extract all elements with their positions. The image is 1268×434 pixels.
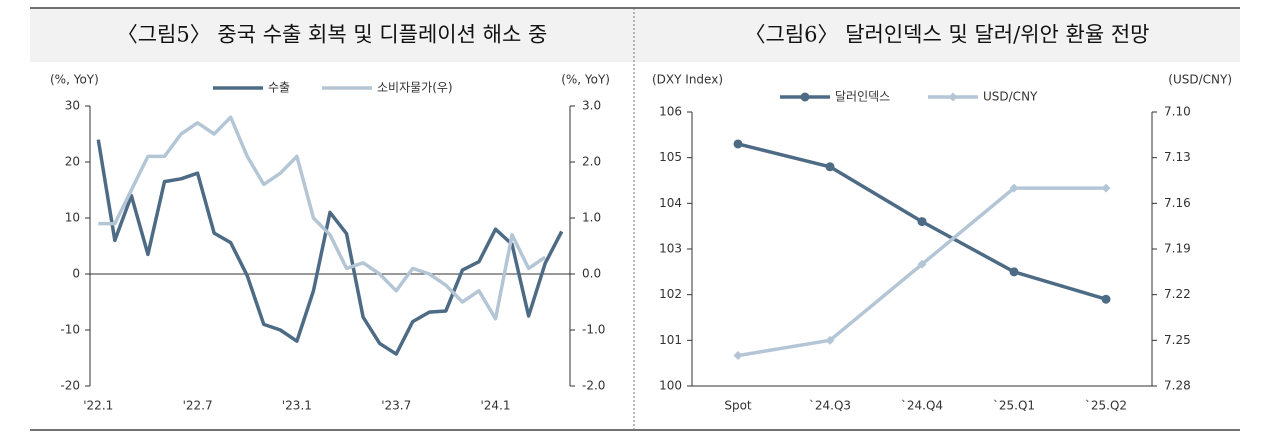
- series-line: [98, 115, 547, 321]
- y-tick-label: 0: [72, 267, 80, 281]
- marker: [733, 139, 743, 149]
- y-tick-label: 102: [659, 287, 682, 301]
- legend-marker: [948, 92, 958, 102]
- y2-axis-label: (%, YoY): [561, 73, 610, 87]
- marker: [1101, 183, 1111, 193]
- y-tick-label: 30: [65, 99, 80, 113]
- y2-tick-label: 7.10: [1164, 105, 1191, 119]
- y-tick-label: 20: [65, 155, 80, 169]
- chart-title: 〈그림5〉 중국 수출 회복 및 디플레이션 해소 중: [117, 23, 548, 47]
- x-tick-label: `24.Q4: [901, 399, 943, 413]
- x-tick-label: `24.Q3: [809, 399, 851, 413]
- marker: [1101, 294, 1111, 304]
- series-line: [737, 186, 1106, 358]
- legend-marker: [800, 92, 810, 102]
- y2-tick-label: 1.0: [582, 211, 601, 225]
- title-band: [30, 8, 1240, 62]
- y2-tick-label: -2.0: [582, 379, 605, 393]
- y-axis-label: (%, YoY): [50, 73, 99, 87]
- y2-tick-label: 7.13: [1164, 150, 1191, 164]
- marker: [825, 335, 835, 345]
- y-tick-label: 106: [659, 105, 682, 119]
- marker: [825, 162, 835, 172]
- y-tick-label: -20: [60, 379, 80, 393]
- y2-tick-label: 7.28: [1164, 379, 1191, 393]
- y2-tick-label: 0.0: [582, 267, 601, 281]
- legend-label: 소비자물가(우): [377, 81, 453, 95]
- x-tick-label: '22.7: [183, 399, 213, 413]
- y2-tick-label: 2.0: [582, 155, 601, 169]
- x-tick-label: Spot: [724, 399, 752, 413]
- series-line: [96, 139, 564, 356]
- x-tick-label: '23.1: [282, 399, 312, 413]
- y-tick-label: 104: [659, 196, 682, 210]
- y-tick-label: 103: [659, 242, 682, 256]
- x-tick-label: `25.Q2: [1085, 399, 1127, 413]
- y2-tick-label: 7.19: [1164, 242, 1191, 256]
- y-tick-label: -10: [60, 323, 80, 337]
- y-tick-label: 10: [65, 211, 80, 225]
- marker: [1009, 183, 1019, 193]
- legend-label: USD/CNY: [983, 90, 1038, 104]
- y-tick-label: 101: [659, 333, 682, 347]
- y2-tick-label: 7.22: [1164, 287, 1191, 301]
- y-axis-label: (DXY Index): [652, 73, 723, 87]
- y2-tick-label: -1.0: [582, 323, 605, 337]
- chart-title: 〈그림6〉 달러인덱스 및 달러/위안 환율 전망: [745, 23, 1150, 47]
- x-tick-label: `25.Q1: [993, 399, 1035, 413]
- marker: [917, 259, 927, 269]
- x-tick-label: '22.1: [83, 399, 113, 413]
- y-tick-label: 105: [659, 150, 682, 164]
- y2-tick-label: 3.0: [582, 99, 601, 113]
- legend-label: 수출: [268, 81, 290, 95]
- marker: [1009, 267, 1019, 277]
- x-tick-label: '23.7: [381, 399, 411, 413]
- y2-tick-label: 7.25: [1164, 333, 1191, 347]
- x-tick-label: '24.1: [481, 399, 511, 413]
- legend-label: 달러인덱스: [835, 90, 890, 104]
- marker: [917, 217, 927, 227]
- marker: [733, 351, 743, 361]
- y2-tick-label: 7.16: [1164, 196, 1191, 210]
- y2-axis-label: (USD/CNY): [1168, 73, 1232, 87]
- y-tick-label: 100: [659, 379, 682, 393]
